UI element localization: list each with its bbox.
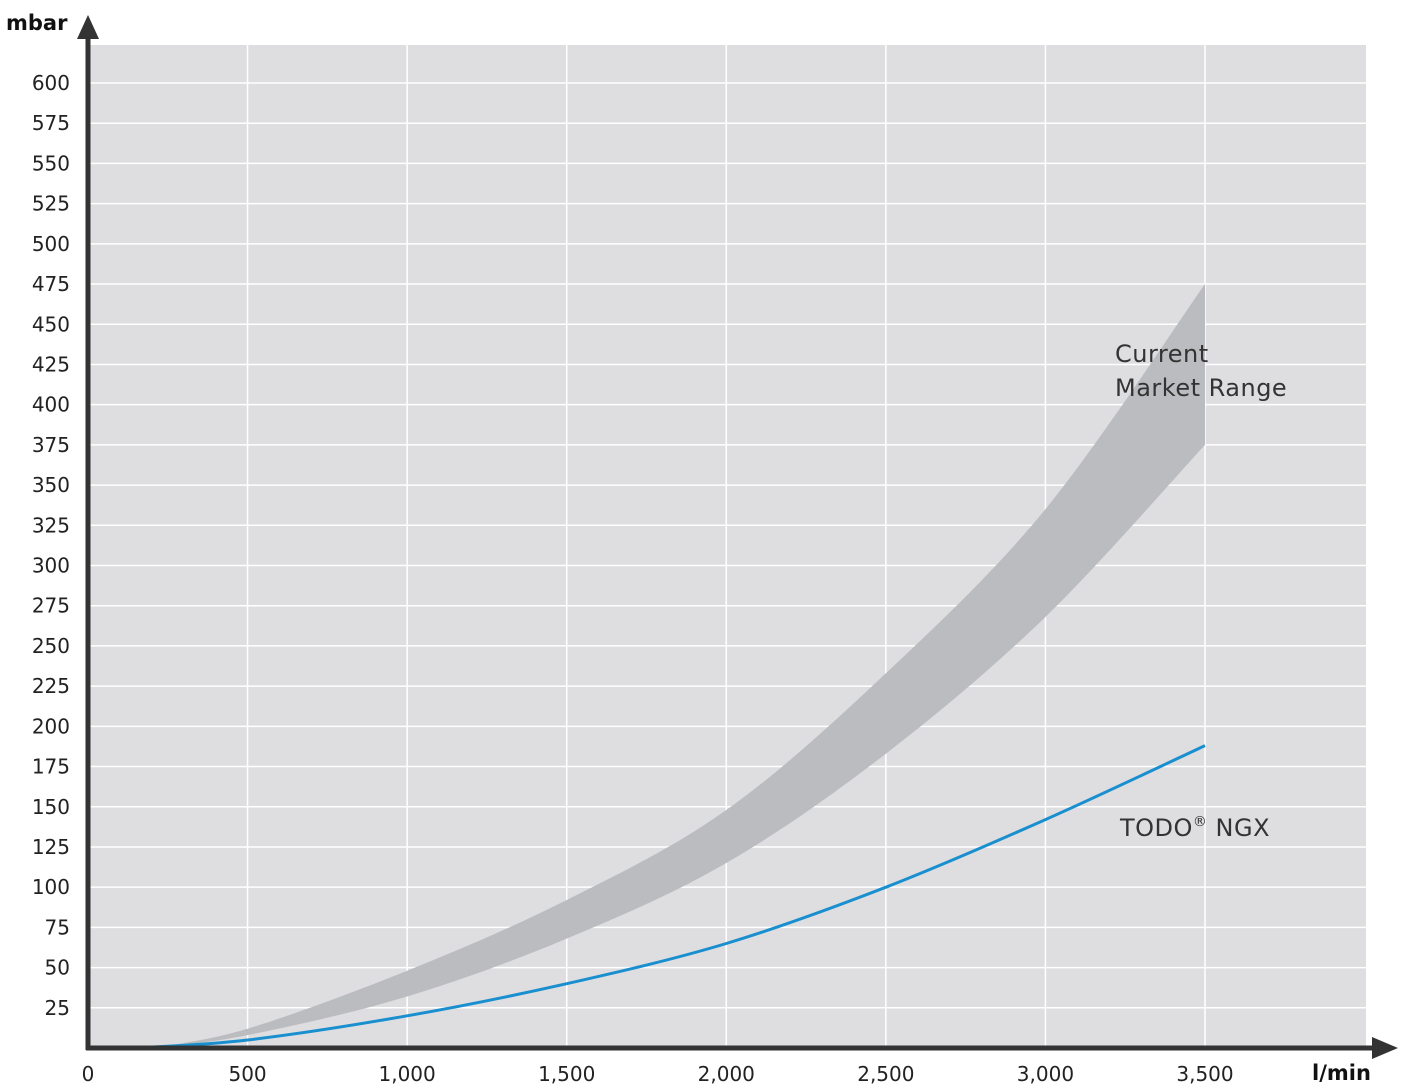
y-tick-label: 400 [32, 393, 70, 417]
band-label-line1: Current [1115, 340, 1209, 368]
y-tick-label: 75 [45, 915, 70, 939]
y-tick-label: 175 [32, 755, 70, 779]
y-tick-label: 300 [32, 554, 70, 578]
y-tick-label: 475 [32, 272, 70, 296]
x-axis-arrow [1372, 1037, 1398, 1059]
todo-ngx-line [135, 744, 1206, 1050]
series-label-sup: ® [1193, 814, 1208, 830]
y-tick-label: 425 [32, 352, 70, 376]
y-tick-labels: 25 50 75 100 125 150 175 200 225 250 275 300 325 350 3… [32, 71, 70, 1020]
y-tick-label: 200 [32, 714, 70, 738]
x-tick-label: 2,500 [857, 1062, 914, 1086]
y-tick-label: 525 [32, 192, 70, 216]
y-tick-label: 25 [45, 996, 70, 1020]
y-tick-label: 100 [32, 875, 70, 899]
y-tick-label: 450 [32, 312, 70, 336]
x-tick-label: 3,000 [1017, 1062, 1074, 1086]
x-tick-label: 3,500 [1176, 1062, 1233, 1086]
y-tick-label: 500 [32, 232, 70, 256]
y-tick-label: 550 [32, 151, 70, 175]
y-tick-label: 150 [32, 795, 70, 819]
y-axis-arrow [77, 15, 99, 39]
y-tick-label: 225 [32, 674, 70, 698]
x-axis-title: l/min [1312, 1061, 1371, 1085]
y-tick-label: 275 [32, 594, 70, 618]
axes [77, 15, 1398, 1059]
series-label-tail: NGX [1207, 814, 1270, 842]
series-label: TODO® NGX [1119, 814, 1270, 842]
y-tick-label: 375 [32, 433, 70, 457]
y-tick-label: 575 [32, 111, 70, 135]
y-tick-label: 50 [45, 956, 70, 980]
y-tick-label: 325 [32, 513, 70, 537]
y-tick-label: 350 [32, 473, 70, 497]
y-tick-label: 600 [32, 71, 70, 95]
x-tick-label: 0 [82, 1062, 95, 1086]
series-label-main: TODO [1119, 814, 1193, 842]
x-tick-label: 500 [228, 1062, 266, 1086]
x-tick-label: 1,500 [538, 1062, 595, 1086]
y-axis-title: mbar [6, 11, 68, 35]
y-tick-label: 125 [32, 835, 70, 859]
band-label-line2: Market Range [1115, 374, 1287, 402]
y-tick-label: 250 [32, 634, 70, 658]
grid [88, 45, 1366, 1048]
x-tick-labels: 0 500 1,000 1,500 2,000 2,500 3,000 3,500 [82, 1062, 1234, 1086]
x-tick-label: 1,000 [379, 1062, 436, 1086]
x-tick-label: 2,000 [698, 1062, 755, 1086]
